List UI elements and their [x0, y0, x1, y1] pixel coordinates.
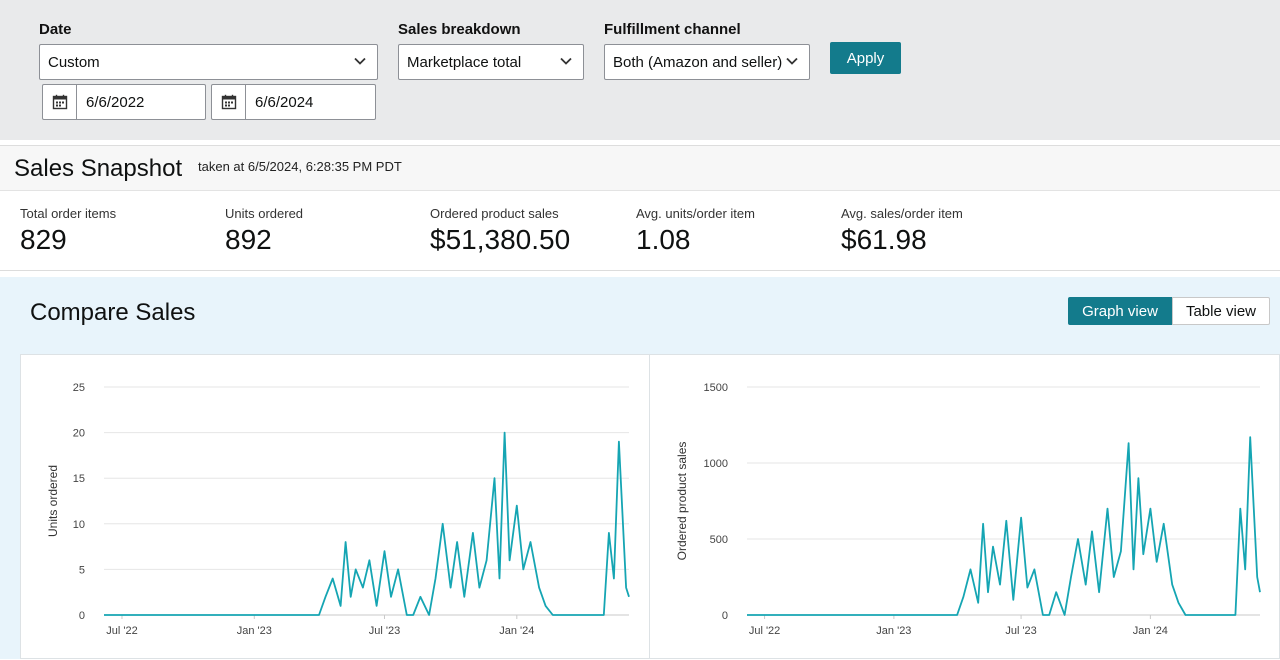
end-date-value: 6/6/2024: [255, 93, 314, 111]
date-range-value: Custom: [48, 53, 100, 71]
metric-label: Avg. sales/order item: [841, 206, 963, 221]
sales-snapshot-header: Sales Snapshot taken at 6/5/2024, 6:28:3…: [0, 145, 1280, 191]
x-tick-label: Jul '23: [369, 625, 400, 637]
y-tick-label: 20: [73, 428, 85, 440]
metric-value: 892: [225, 224, 272, 255]
y-tick-label: 1500: [704, 382, 728, 394]
y-tick-label: 0: [722, 610, 728, 622]
end-date-field[interactable]: 6/6/2024: [211, 84, 376, 120]
chevron-down-icon: [354, 57, 366, 65]
snapshot-timestamp: taken at 6/5/2024, 6:28:35 PM PDT: [198, 159, 402, 174]
x-tick-label: Jul '22: [106, 625, 137, 637]
y-tick-label: 10: [73, 519, 85, 531]
x-tick-label: Jan '24: [499, 625, 534, 637]
y-tick-label: 1000: [704, 458, 728, 470]
metric-value: 1.08: [636, 224, 691, 255]
x-tick-label: Jan '23: [876, 625, 911, 637]
fulfillment-channel-select[interactable]: Both (Amazon and seller): [604, 44, 810, 80]
metric-ordered-product-sales: Ordered product sales $51,380.50: [430, 206, 570, 256]
units-ordered-chart: 0 5 10 15 20 25 Jul '22 Jan '23 Jul '23 Jan '24 Un…: [46, 382, 630, 637]
metric-total-order-items: Total order items 829: [20, 206, 116, 256]
sales-breakdown-value: Marketplace total: [407, 53, 522, 71]
fulfillment-channel-label: Fulfillment channel: [604, 21, 741, 38]
y-tick-label: 0: [79, 610, 85, 622]
filter-bar: Date Custom 6/6/2022 6/6/2024 Sales brea…: [0, 0, 1280, 140]
page-title: Sales Snapshot: [14, 155, 183, 182]
metric-label: Total order items: [20, 206, 117, 221]
section-title: Compare Sales: [30, 299, 196, 326]
metric-value: 829: [20, 224, 67, 255]
date-label: Date: [39, 21, 72, 38]
start-date-value: 6/6/2022: [86, 93, 145, 111]
units-ordered-chart-panel: 0 5 10 15 20 25 Jul '22 Jan '23 Jul '23 Jan '24 Un…: [20, 354, 650, 659]
series-line: [747, 436, 1261, 616]
metric-label: Ordered product sales: [430, 206, 559, 221]
metric-units-ordered: Units ordered 892: [225, 206, 303, 256]
metric-avg-units-per-order-item: Avg. units/order item 1.08: [636, 206, 755, 256]
apply-button[interactable]: Apply: [830, 42, 901, 74]
chevron-down-icon: [560, 57, 572, 65]
fulfillment-channel-value: Both (Amazon and seller): [613, 53, 783, 71]
calendar-icon[interactable]: [212, 85, 246, 119]
x-tick-label: Jan '24: [1133, 625, 1168, 637]
ordered-product-sales-chart: 0 500 1000 1500 Jul '22 Jan '23 Jul '23 Jan '24…: [675, 382, 1261, 637]
sales-breakdown-select[interactable]: Marketplace total: [398, 44, 584, 80]
metric-avg-sales-per-order-item: Avg. sales/order item $61.98: [841, 206, 963, 256]
x-tick-label: Jul '23: [1005, 625, 1036, 637]
metric-value: $51,380.50: [430, 224, 571, 255]
view-toggle: Graph view Table view: [1068, 297, 1270, 325]
sales-breakdown-label: Sales breakdown: [398, 21, 521, 38]
x-tick-label: Jan '23: [237, 625, 272, 637]
x-tick-label: Jul '22: [749, 625, 780, 637]
start-date-field[interactable]: 6/6/2022: [42, 84, 206, 120]
ordered-product-sales-chart-panel: 0 500 1000 1500 Jul '22 Jan '23 Jul '23 Jan '24…: [649, 354, 1280, 659]
y-axis-label: Units ordered: [46, 465, 60, 537]
table-view-button[interactable]: Table view: [1172, 297, 1270, 325]
series-line: [104, 431, 630, 616]
metric-label: Units ordered: [225, 206, 304, 221]
compare-sales-section: Compare Sales Graph view Table view 0 5 10…: [0, 277, 1280, 659]
chevron-down-icon: [786, 57, 798, 65]
y-axis-label: Ordered product sales: [675, 442, 689, 561]
y-tick-label: 500: [710, 534, 728, 546]
graph-view-button[interactable]: Graph view: [1068, 297, 1172, 325]
metric-value: $61.98: [841, 224, 927, 255]
metric-label: Avg. units/order item: [636, 206, 755, 221]
y-tick-label: 5: [79, 564, 85, 576]
calendar-icon[interactable]: [43, 85, 77, 119]
y-tick-label: 15: [73, 473, 85, 485]
snapshot-metrics: Total order items 829 Units ordered 892 …: [0, 191, 1280, 271]
y-tick-label: 25: [73, 382, 85, 394]
date-range-select[interactable]: Custom: [39, 44, 378, 80]
